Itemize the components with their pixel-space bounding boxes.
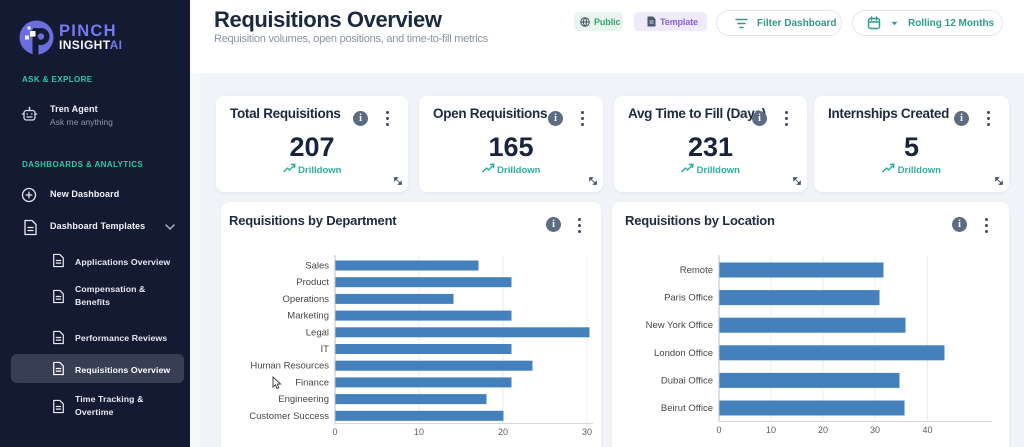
svg-text:Legal: Legal	[306, 327, 329, 338]
svg-text:New York Office: New York Office	[646, 320, 713, 331]
svg-text:40: 40	[922, 425, 932, 435]
svg-text:Sales: Sales	[305, 261, 329, 272]
svg-text:Human Resources: Human Resources	[250, 361, 329, 372]
svg-text:Operations: Operations	[283, 294, 330, 305]
svg-text:Marketing: Marketing	[287, 311, 329, 322]
svg-text:0: 0	[332, 427, 337, 437]
svg-text:Dubai Office: Dubai Office	[661, 375, 713, 386]
svg-text:0: 0	[716, 425, 721, 435]
svg-text:IT: IT	[321, 344, 330, 355]
svg-text:30: 30	[870, 425, 880, 435]
svg-text:London Office: London Office	[654, 348, 713, 359]
svg-text:Customer Success: Customer Success	[249, 411, 329, 422]
svg-text:20: 20	[498, 427, 508, 437]
svg-text:30: 30	[582, 427, 592, 437]
svg-text:Product: Product	[296, 277, 329, 288]
svg-text:Engineering: Engineering	[278, 394, 329, 405]
svg-text:Paris Office: Paris Office	[664, 293, 713, 304]
svg-text:20: 20	[818, 425, 828, 435]
svg-text:10: 10	[766, 425, 776, 435]
svg-text:Finance: Finance	[295, 377, 329, 388]
svg-text:Beirut Office: Beirut Office	[661, 403, 713, 414]
svg-text:10: 10	[414, 427, 424, 437]
svg-text:Remote: Remote	[680, 265, 713, 276]
